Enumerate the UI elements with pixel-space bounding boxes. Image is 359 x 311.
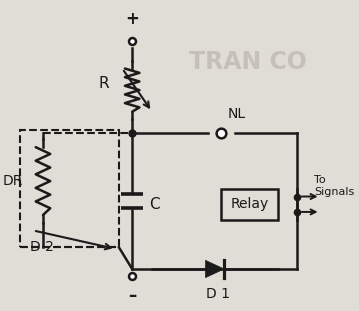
Text: D 1: D 1 — [206, 287, 230, 301]
Text: DR: DR — [3, 174, 23, 188]
Text: D 2: D 2 — [30, 240, 53, 254]
Text: R: R — [98, 77, 109, 91]
Text: C: C — [149, 197, 159, 212]
Bar — [20, 130, 119, 247]
Text: Relay: Relay — [230, 197, 269, 211]
Text: +: + — [125, 11, 139, 28]
Text: NL: NL — [228, 107, 246, 121]
Bar — [222, 189, 278, 220]
Text: TRAN CO: TRAN CO — [189, 50, 307, 74]
Text: To
Signals: To Signals — [314, 174, 354, 197]
Polygon shape — [205, 260, 224, 278]
Text: –: – — [128, 287, 136, 305]
